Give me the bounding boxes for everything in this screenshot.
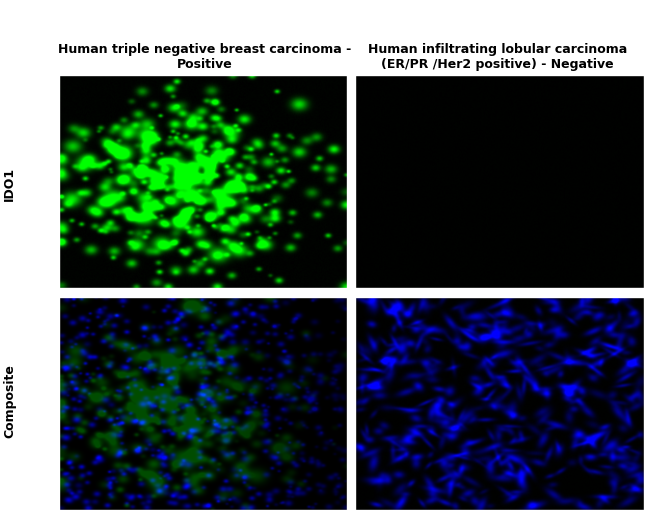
Text: Human triple negative breast carcinoma -
Positive: Human triple negative breast carcinoma -… (58, 43, 352, 71)
Text: Human infiltrating lobular carcinoma
(ER/PR /Her2 positive) - Negative: Human infiltrating lobular carcinoma (ER… (368, 43, 627, 71)
Text: IDO1: IDO1 (3, 166, 16, 200)
Text: Composite: Composite (3, 364, 16, 438)
